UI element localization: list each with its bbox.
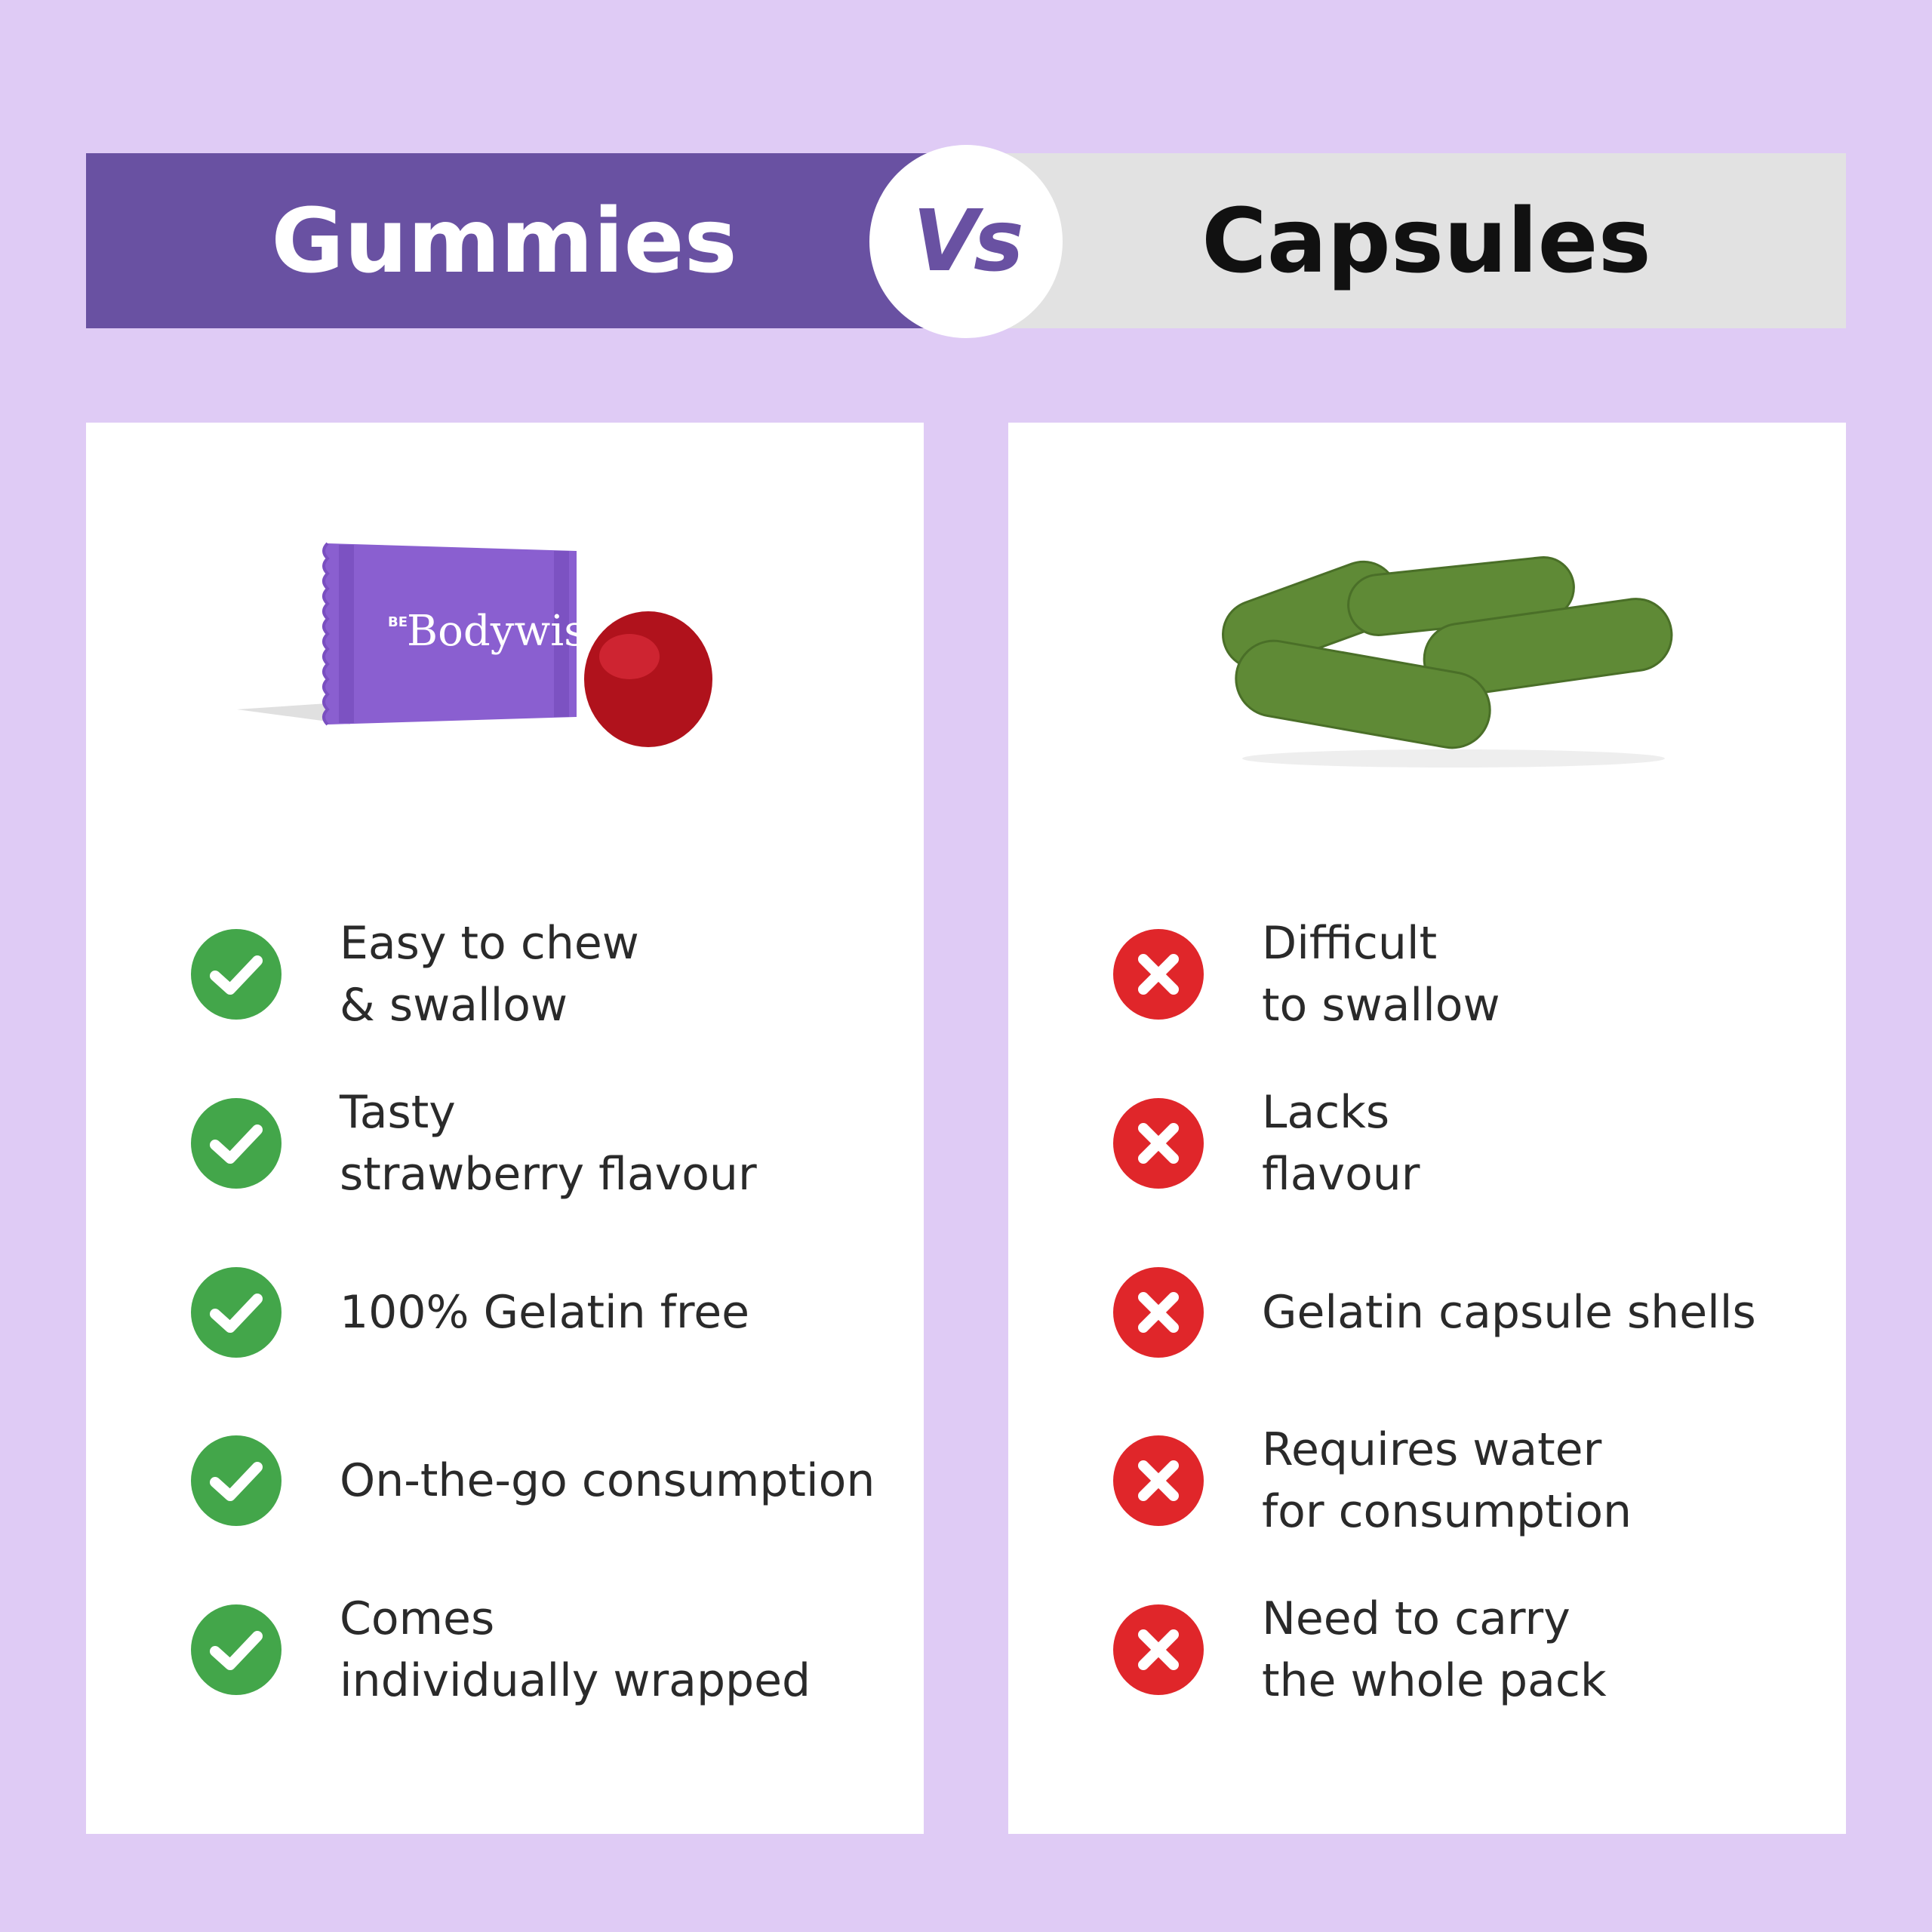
cross-icon bbox=[1113, 1267, 1204, 1358]
item-line-1: Lacks bbox=[1262, 1086, 1390, 1139]
gummies-item: Comes individually wrapped bbox=[86, 1574, 924, 1725]
cross-icon bbox=[1113, 1435, 1204, 1526]
svg-text:BE: BE bbox=[388, 614, 408, 630]
capsules-item: Gelatin capsule shells bbox=[1008, 1237, 1846, 1388]
gummies-card: BE Bodywise Easy to chew & swallow Tasty s… bbox=[86, 423, 924, 1834]
capsules-title: Capsules bbox=[1201, 189, 1651, 293]
item-line-1: Comes bbox=[340, 1592, 495, 1645]
item-line-1: On-the-go consumption bbox=[340, 1454, 875, 1507]
cross-icon bbox=[1113, 1604, 1204, 1695]
cross-icon bbox=[1113, 1098, 1204, 1189]
item-line-1: Easy to chew bbox=[340, 917, 639, 970]
item-line-1: Gelatin capsule shells bbox=[1262, 1286, 1756, 1339]
gummies-item: 100% Gelatin free bbox=[86, 1237, 924, 1388]
capsules-item: Lacks flavour bbox=[1008, 1068, 1846, 1219]
item-line-1: Difficult bbox=[1262, 917, 1438, 970]
item-line-2: strawberry flavour bbox=[340, 1148, 757, 1201]
item-line-1: Need to carry bbox=[1262, 1592, 1571, 1645]
item-line-2: individually wrapped bbox=[340, 1654, 811, 1707]
item-line-2: to swallow bbox=[1262, 979, 1500, 1032]
item-line-2: for consumption bbox=[1262, 1485, 1632, 1538]
gummies-item: Tasty strawberry flavour bbox=[86, 1068, 924, 1219]
item-line-1: 100% Gelatin free bbox=[340, 1286, 750, 1339]
capsules-image bbox=[1222, 556, 1673, 768]
item-line-1: Requires water bbox=[1262, 1423, 1602, 1476]
capsules-item: Requires water for consumption bbox=[1008, 1405, 1846, 1556]
item-line-2: the whole pack bbox=[1262, 1654, 1607, 1707]
item-line-2: & swallow bbox=[340, 979, 568, 1032]
check-icon bbox=[191, 1098, 281, 1189]
gummies-item: Easy to chew & swallow bbox=[86, 899, 924, 1050]
item-line-1: Tasty bbox=[340, 1086, 456, 1139]
bodywise-logo-text: Bodywise bbox=[407, 607, 611, 656]
item-line-2: flavour bbox=[1262, 1148, 1420, 1201]
check-icon bbox=[191, 1604, 281, 1695]
gummies-item: On-the-go consumption bbox=[86, 1405, 924, 1556]
gummies-title: Gummies bbox=[271, 189, 737, 293]
capsules-header-bar bbox=[966, 153, 1846, 328]
check-icon bbox=[191, 1267, 281, 1358]
gummies-header-bar bbox=[86, 153, 966, 328]
check-icon bbox=[191, 1435, 281, 1526]
vs-badge: Vs bbox=[869, 145, 1063, 338]
capsules-item: Difficult to swallow bbox=[1008, 899, 1846, 1050]
check-icon bbox=[191, 929, 281, 1020]
gummy-product-image: BE Bodywise bbox=[237, 542, 712, 747]
cross-icon bbox=[1113, 929, 1204, 1020]
capsules-item: Need to carry the whole pack bbox=[1008, 1574, 1846, 1725]
capsules-card: Difficult to swallow Lacks flavour Gelatin… bbox=[1008, 423, 1846, 1834]
